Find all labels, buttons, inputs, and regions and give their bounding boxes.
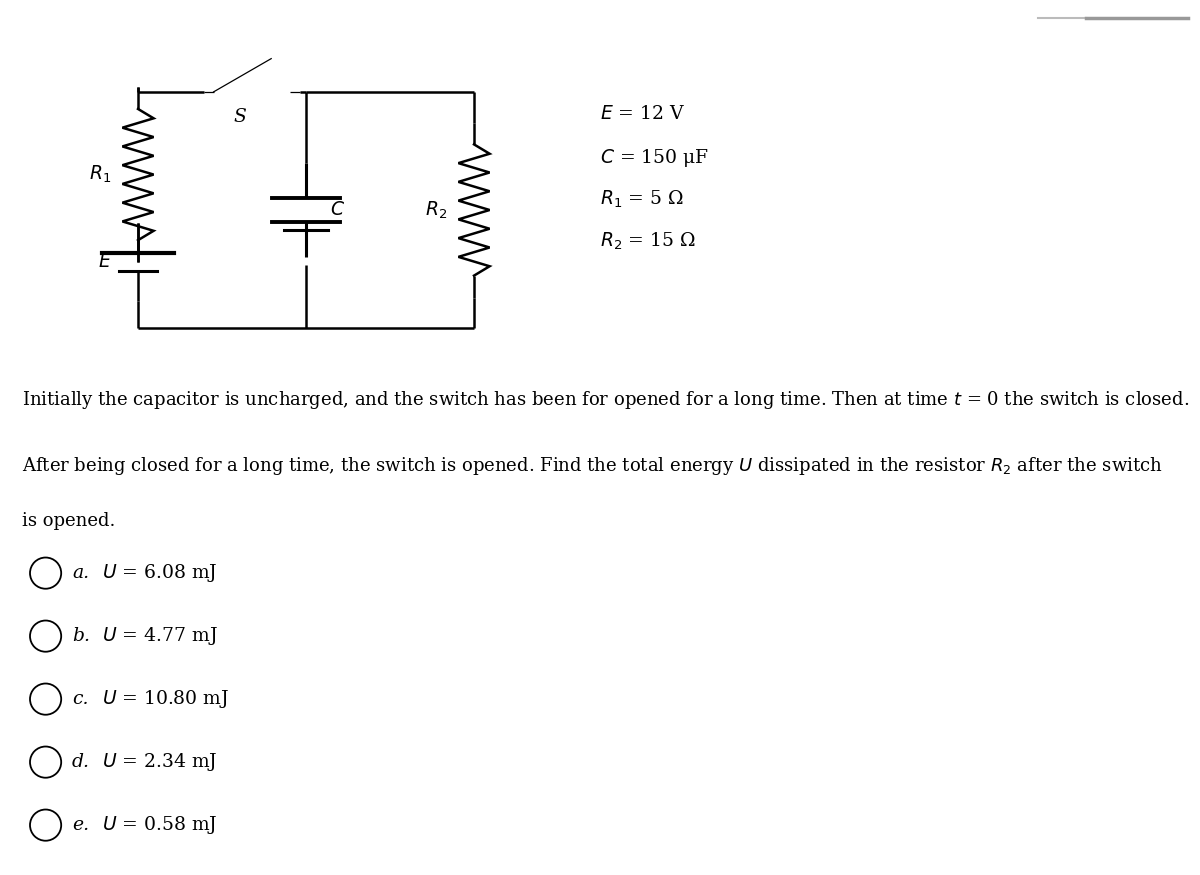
Text: $U$ = 0.58 mJ: $U$ = 0.58 mJ [102, 814, 217, 836]
Text: $U$ = 10.80 mJ: $U$ = 10.80 mJ [102, 688, 229, 710]
Text: $C$ = 150 μF: $C$ = 150 μF [600, 147, 709, 169]
Text: d.: d. [72, 753, 90, 771]
Text: $R_2$: $R_2$ [426, 200, 448, 220]
Text: $C$: $C$ [330, 201, 346, 219]
Text: is opened.: is opened. [22, 512, 115, 530]
Text: $U$ = 6.08 mJ: $U$ = 6.08 mJ [102, 562, 217, 584]
Text: $U$ = 4.77 mJ: $U$ = 4.77 mJ [102, 625, 218, 648]
Text: b.: b. [72, 627, 90, 645]
Text: $R_1$: $R_1$ [90, 164, 112, 186]
Text: $U$ = 2.34 mJ: $U$ = 2.34 mJ [102, 751, 217, 774]
Text: Initially the capacitor is uncharged, and the switch has been for opened for a l: Initially the capacitor is uncharged, an… [22, 389, 1189, 411]
Text: S: S [234, 108, 246, 126]
Text: $R_2$ = 15 Ω: $R_2$ = 15 Ω [600, 231, 696, 252]
Text: a.: a. [72, 564, 89, 582]
Text: $E$: $E$ [97, 253, 112, 271]
Text: e.: e. [72, 816, 89, 834]
Text: $E$ = 12 V: $E$ = 12 V [600, 105, 685, 123]
Text: $R_1$ = 5 Ω: $R_1$ = 5 Ω [600, 189, 684, 210]
Text: c.: c. [72, 690, 89, 708]
Text: After being closed for a long time, the switch is opened. Find the total energy : After being closed for a long time, the … [22, 455, 1163, 477]
